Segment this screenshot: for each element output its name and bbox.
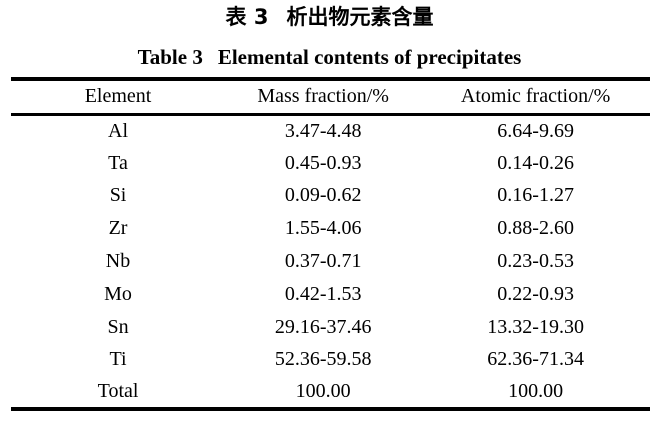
atomic-fraction-cell: 0.14-0.26 [497,151,574,174]
column-header-mass-fraction: Mass fraction/% [257,85,389,108]
atomic-fraction-cell: 6.64-9.69 [497,119,574,142]
element-cell: Ti [109,348,127,371]
table-row: Al 3.47-4.48 6.64-9.69 [11,114,650,147]
mass-fraction-cell: 0.37-0.71 [284,250,362,273]
element-cell: Al [108,119,129,142]
caption-chinese: 表 3 析出物元素含量 [0,2,659,32]
table-row: Zr 1.55-4.06 0.88-2.60 [11,212,650,245]
element-cell: Si [109,184,127,207]
element-cell: Sn [107,315,129,338]
table-row: Nb 0.37-0.71 0.23-0.53 [11,245,650,278]
atomic-fraction-cell: 0.16-1.27 [497,184,574,207]
mass-fraction-cell: 0.45-0.93 [284,151,362,174]
element-cell: Nb [105,250,131,273]
column-header-atomic-fraction: Atomic fraction/% [460,85,611,108]
mass-fraction-cell: 1.55-4.06 [284,217,362,240]
precipitates-table-wrap: Element Mass fraction/% Atomic fraction/… [11,77,650,412]
table-body: Al 3.47-4.48 6.64-9.69 Ta 0.45-0.93 0.14-0.26… [11,114,650,409]
column-header-element: Element [84,85,152,108]
caption-english: Table 3 Elemental contents of precipitat… [0,42,659,72]
table-row: Ta 0.45-0.93 0.14-0.26 [11,147,650,180]
caption-english-label: Table 3 [137,45,203,69]
table-header: Element Mass fraction/% Atomic fraction/… [11,79,650,114]
mass-fraction-cell: 3.47-4.48 [284,119,362,142]
table-row: Si 0.09-0.62 0.16-1.27 [11,180,650,213]
table-row: Total 100.00 100.00 [11,376,650,409]
mass-fraction-cell: 100.00 [295,380,351,403]
table-header-row: Element Mass fraction/% Atomic fraction/… [11,79,650,114]
element-cell: Mo [104,282,132,305]
table-row: Sn 29.16-37.46 13.32-19.30 [11,311,650,344]
mass-fraction-cell: 0.09-0.62 [284,184,362,207]
atomic-fraction-cell: 0.88-2.60 [497,217,574,240]
atomic-fraction-cell: 100.00 [508,380,564,403]
precipitates-table: Element Mass fraction/% Atomic fraction/… [11,77,650,412]
table-row: Ti 52.36-59.58 62.36-71.34 [11,344,650,377]
atomic-fraction-cell: 13.32-19.30 [487,315,584,338]
caption-chinese-title: 析出物元素含量 [286,5,434,29]
element-cell: Total [97,380,139,403]
caption-english-title: Elemental contents of precipitates [217,45,522,69]
atomic-fraction-cell: 62.36-71.34 [487,348,584,371]
mass-fraction-cell: 0.42-1.53 [284,282,362,305]
atomic-fraction-cell: 0.22-0.93 [497,282,574,305]
caption-chinese-label: 表 3 [225,5,269,29]
mass-fraction-cell: 29.16-37.46 [274,315,372,338]
table-row: Mo 0.42-1.53 0.22-0.93 [11,278,650,311]
element-cell: Zr [108,217,128,240]
atomic-fraction-cell: 0.23-0.53 [497,250,574,273]
mass-fraction-cell: 52.36-59.58 [274,348,372,371]
element-cell: Ta [108,151,128,174]
